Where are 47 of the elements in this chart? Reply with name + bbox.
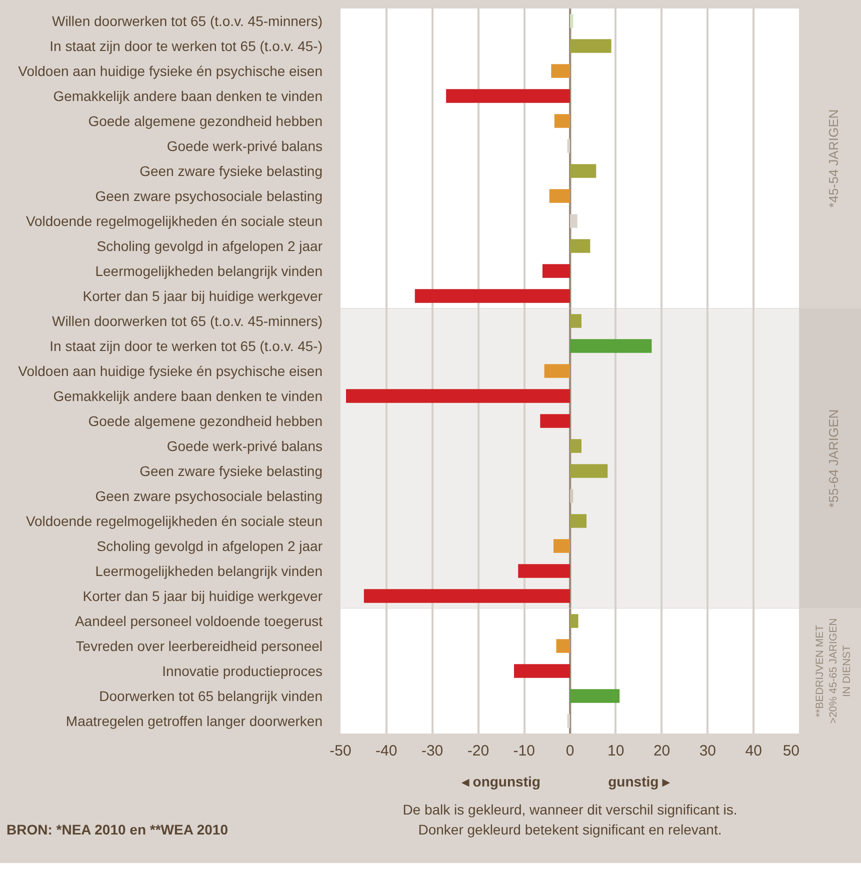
- y-tick-label: In staat zijn door te werken tot 65 (t.o.v. 45-): [50, 38, 323, 54]
- x-tick-label: 30: [699, 742, 716, 760]
- text: ◂ ongunstig: [460, 774, 540, 790]
- y-tick-label: Geen zware psychosociale belasting: [95, 188, 323, 204]
- y-tick-label: Voldoen aan huidige fysieke én psychische eisen: [18, 63, 323, 79]
- y-tick-label: Geen zware fysieke belasting: [140, 463, 322, 479]
- y-tick-label: Doorwerken tot 65 belangrijk vinden: [99, 688, 323, 704]
- y-tick-label: Leermogelijkheden belangrijk vinden: [95, 263, 323, 279]
- y-tick-label: Innovatie productieproces: [162, 663, 323, 679]
- y-tick-label: Leermogelijkheden belangrijk vinden: [95, 563, 323, 579]
- x-tick-label: -30: [421, 742, 444, 760]
- x-tick-label: 40: [745, 742, 762, 760]
- y2-axis-title: *45-54 JARIGEN: [826, 109, 842, 208]
- y-tick-label: Voldoen aan huidige fysieke én psychische eisen: [18, 363, 323, 379]
- x-tick-label: 50: [782, 742, 800, 760]
- text: BRON: *NEA 2010 en **WEA 2010: [6, 822, 228, 838]
- y-tick-label: Willen doorwerken tot 65 (t.o.v. 45-minners): [52, 313, 323, 329]
- y-tick-label: Willen doorwerken tot 65 (t.o.v. 45-minners): [52, 13, 323, 29]
- y-tick-label: Aandeel personeel voldoende toegerust: [74, 613, 323, 629]
- y-tick-label: Korter dan 5 jaar bij huidige werkgever: [82, 588, 323, 604]
- text: gunstig ▸: [608, 774, 671, 790]
- y-tick-label: Maatregelen getroffen langer doorwerken: [66, 713, 323, 729]
- y-tick-label: Scholing gevolgd in afgelopen 2 jaar: [96, 538, 323, 554]
- x-tick-label: 10: [608, 742, 624, 760]
- y2-axis-title: *55-64 JARIGEN: [826, 409, 842, 508]
- y-tick-label: Goede werk-privé balans: [166, 138, 323, 154]
- y-tick-label: Geen zware psychosociale belasting: [95, 488, 323, 504]
- x-tick-label: 0: [566, 742, 574, 760]
- x-tick-label: 20: [653, 742, 670, 760]
- x-tick-label: -10: [513, 742, 535, 760]
- y-tick-label: Goede algemene gezondheid hebben: [88, 113, 323, 129]
- y-tick-label: Tevreden over leerbereidheid personeel: [76, 638, 323, 654]
- y-tick-label: Voldoende regelmogelijkheden én sociale steun: [26, 213, 323, 229]
- y-tick-label: In staat zijn door te werken tot 65 (t.o.v. 45-): [50, 338, 323, 354]
- y-tick-label: Scholing gevolgd in afgelopen 2 jaar: [96, 238, 323, 254]
- y2-axis-title: **BEDRIJVEN MET >20% 45-65 JARIGEN IN DIENST: [814, 618, 854, 724]
- y-tick-label: Gemakkelijk andere baan denken te vinden: [53, 88, 323, 104]
- y-tick-label: Goede algemene gezondheid hebben: [88, 413, 323, 429]
- text: De balk is gekleurd, wanneer dit verschil significant is. Donker gekleurd betekent significant en relevant.: [402, 802, 738, 838]
- y-tick-label: Goede werk-privé balans: [166, 438, 323, 454]
- y-tick-label: Korter dan 5 jaar bij huidige werkgever: [82, 288, 323, 304]
- x-tick-label: -40: [376, 742, 398, 760]
- y-tick-label: Geen zware fysieke belasting: [140, 163, 322, 179]
- y-tick-label: Voldoende regelmogelijkheden én sociale steun: [26, 513, 323, 529]
- y-tick-label: Gemakkelijk andere baan denken te vinden: [53, 388, 323, 404]
- x-tick-label: -20: [467, 742, 490, 760]
- x-tick-label: -50: [330, 742, 352, 760]
